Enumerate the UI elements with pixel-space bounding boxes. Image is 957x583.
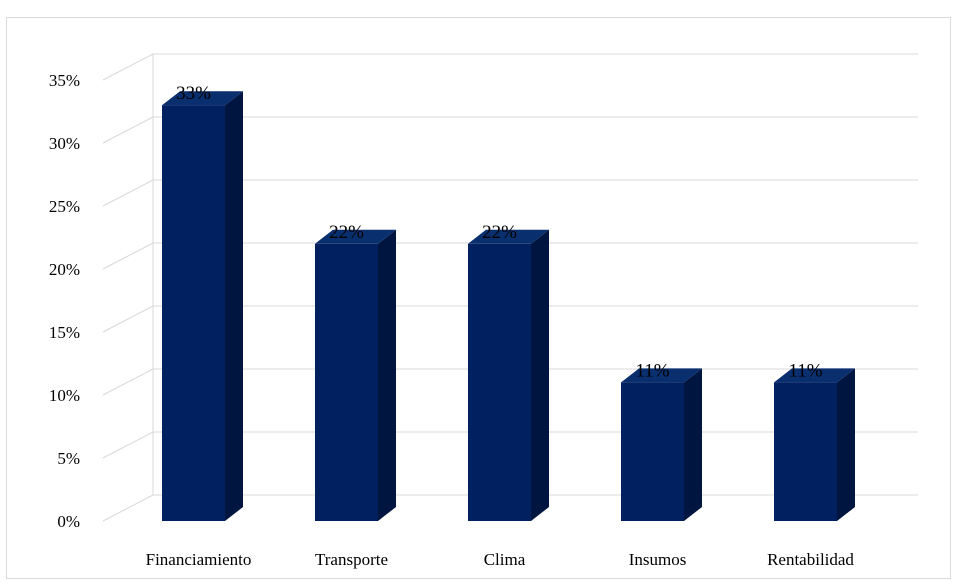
y-tick-label: 0% [57, 512, 80, 531]
gridline-diagonal [102, 494, 154, 522]
y-tick-label: 35% [49, 71, 80, 90]
bar [621, 382, 684, 521]
bar-side [531, 229, 549, 522]
x-tick-label: Insumos [629, 550, 687, 569]
bar-top [468, 229, 549, 244]
gridline-diagonal [102, 53, 154, 81]
bar [162, 105, 225, 521]
x-tick-label: Transporte [315, 550, 388, 569]
gridline-diagonal [102, 368, 154, 396]
x-tick-label: Financiamiento [146, 550, 252, 569]
y-tick-label: 30% [49, 134, 80, 153]
bar-side [225, 91, 243, 521]
bar-top [162, 91, 243, 106]
data-label: 22% [482, 222, 517, 243]
y-tick-label: 10% [49, 386, 80, 405]
bar [315, 243, 378, 522]
bar-side [378, 229, 396, 522]
bar-top [315, 229, 396, 244]
x-tick-label: Clima [484, 550, 526, 569]
data-label: 11% [788, 360, 822, 381]
gridline-diagonal [102, 179, 154, 207]
y-tick-label: 20% [49, 260, 80, 279]
data-label: 22% [329, 222, 364, 243]
bar-side [837, 368, 855, 521]
bar-top [774, 368, 855, 383]
y-tick-label: 5% [57, 449, 80, 468]
data-label: 33% [176, 83, 211, 104]
data-label: 11% [635, 360, 669, 381]
gridline-diagonal [102, 305, 154, 333]
gridline-diagonal [102, 116, 154, 144]
bar-side [684, 368, 702, 521]
y-tick-label: 15% [49, 323, 80, 342]
gridline-diagonal [102, 242, 154, 270]
bar [468, 243, 531, 522]
bar [774, 382, 837, 521]
x-tick-label: Rentabilidad [767, 550, 854, 569]
bar-top [621, 368, 702, 383]
y-tick-label: 25% [49, 197, 80, 216]
gridline-diagonal [102, 431, 154, 459]
